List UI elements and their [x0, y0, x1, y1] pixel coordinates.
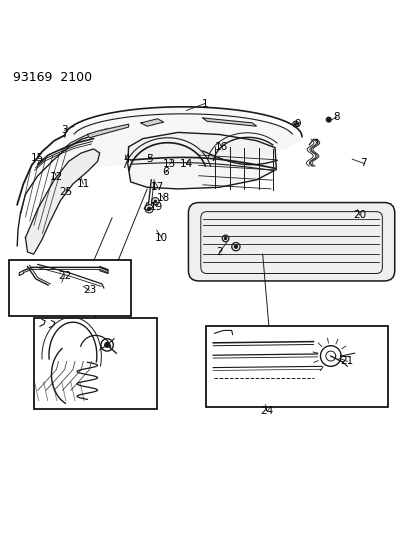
Polygon shape — [25, 149, 100, 254]
Text: 2: 2 — [216, 247, 222, 257]
Circle shape — [224, 237, 226, 240]
Text: 6: 6 — [162, 167, 169, 177]
Text: 1: 1 — [201, 99, 208, 109]
Text: 17: 17 — [150, 182, 164, 192]
Text: 93169  2100: 93169 2100 — [13, 70, 92, 84]
Text: 18: 18 — [157, 193, 170, 204]
Text: 19: 19 — [150, 201, 163, 212]
Text: 8: 8 — [333, 112, 339, 122]
Text: 15: 15 — [30, 154, 43, 164]
Text: 5: 5 — [145, 154, 152, 164]
Polygon shape — [128, 132, 275, 189]
FancyBboxPatch shape — [188, 203, 394, 281]
Circle shape — [104, 342, 109, 348]
Text: 25: 25 — [59, 187, 72, 197]
Circle shape — [294, 123, 296, 125]
Circle shape — [234, 245, 237, 248]
Circle shape — [325, 117, 330, 122]
Circle shape — [147, 207, 150, 211]
Text: 9: 9 — [294, 119, 300, 129]
Polygon shape — [60, 107, 301, 167]
Text: 13: 13 — [163, 159, 176, 169]
Polygon shape — [202, 118, 256, 126]
Text: 21: 21 — [340, 357, 353, 366]
Text: 24: 24 — [260, 406, 273, 416]
Text: 22: 22 — [58, 271, 71, 280]
Text: 12: 12 — [50, 172, 63, 182]
Text: 10: 10 — [155, 232, 168, 243]
Polygon shape — [87, 124, 128, 138]
Bar — [33, 318, 156, 409]
Text: 23: 23 — [83, 286, 96, 295]
Circle shape — [154, 200, 156, 203]
Text: 7: 7 — [360, 158, 366, 168]
Text: 14: 14 — [179, 159, 192, 169]
Polygon shape — [141, 119, 163, 126]
Text: 11: 11 — [76, 179, 90, 189]
Text: 20: 20 — [352, 210, 366, 220]
Bar — [9, 260, 131, 316]
Text: 3: 3 — [61, 125, 68, 135]
Text: 16: 16 — [214, 142, 228, 152]
Bar — [206, 326, 387, 407]
Text: 4: 4 — [123, 154, 130, 164]
